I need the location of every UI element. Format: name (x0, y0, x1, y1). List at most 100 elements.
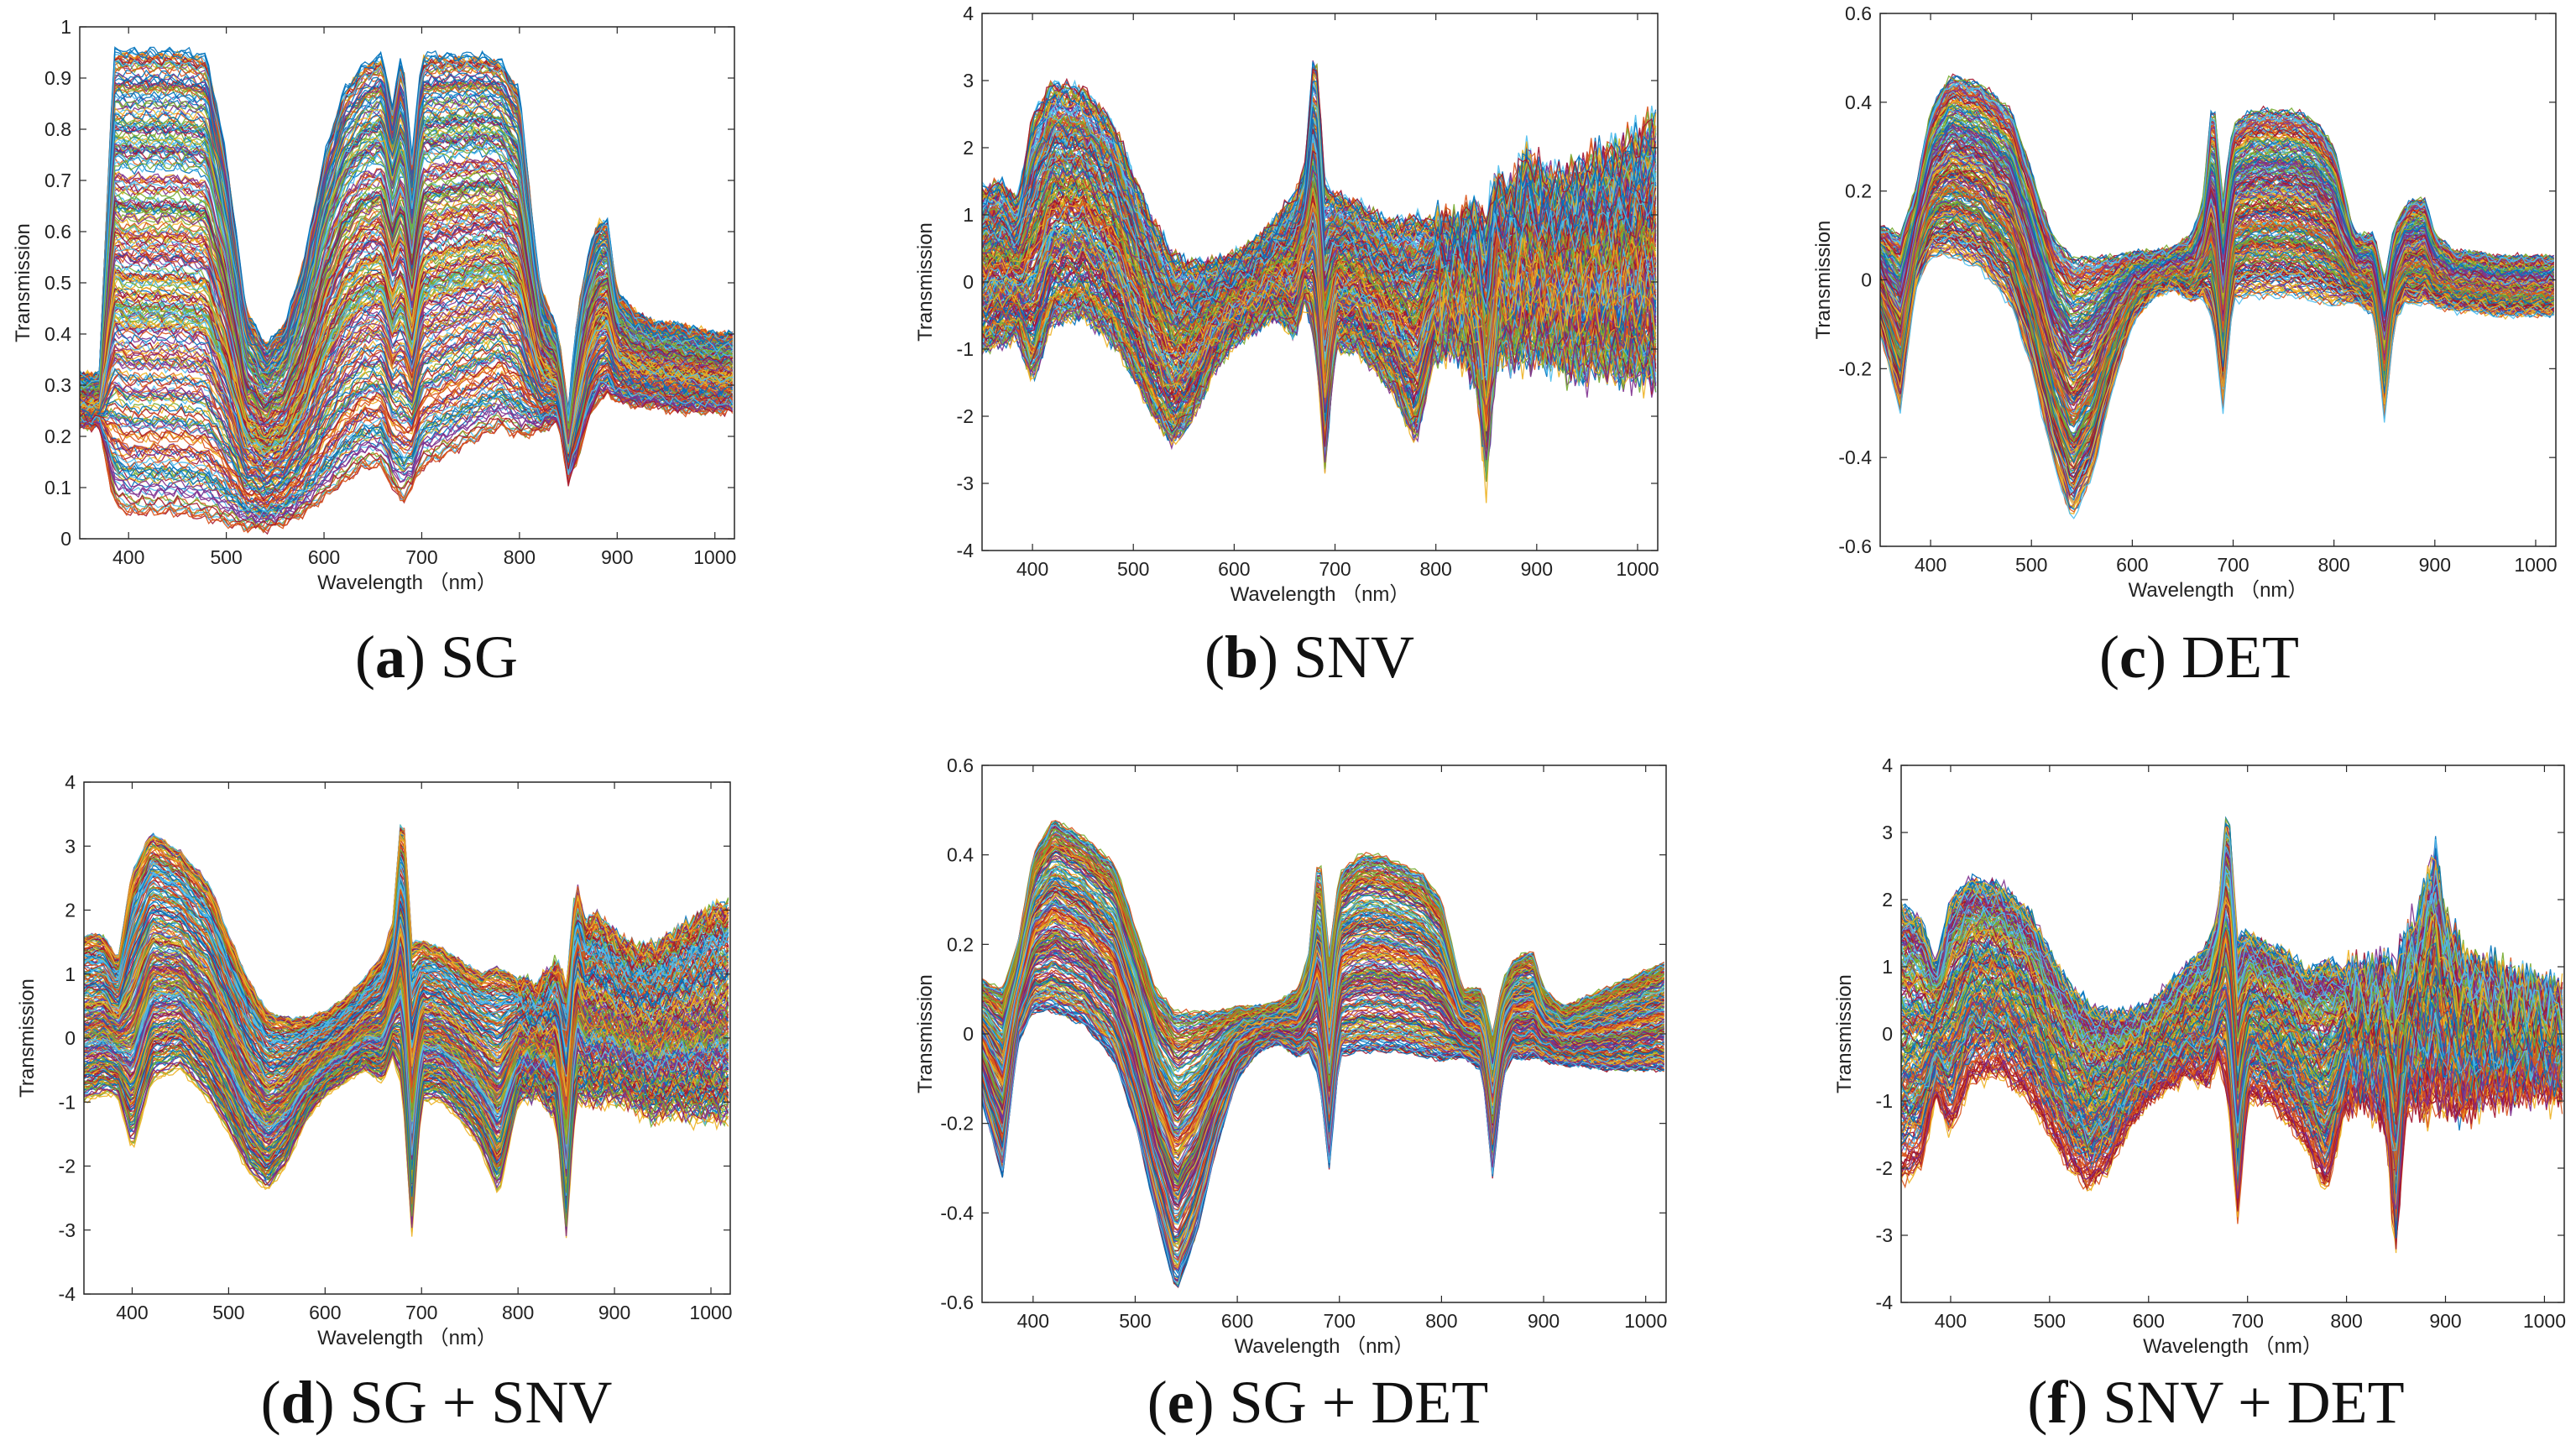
y-tick-label: 0 (1861, 269, 1872, 291)
y-tick-label: -0.6 (940, 1292, 974, 1313)
series-group (1880, 74, 2554, 519)
chart-b: 400 500 600 700 800 900 1000-4-3-2-101234Wavel… (898, 0, 1679, 621)
y-tick-label: 4 (65, 771, 76, 793)
y-tick-label: 3 (1882, 822, 1893, 843)
y-tick-label: 1 (60, 16, 71, 38)
y-tick-label: -2 (1876, 1157, 1893, 1179)
y-tick-label: 0.3 (44, 374, 71, 396)
caption-a: (a) SG (168, 623, 705, 692)
y-tick-label: 0.4 (1845, 91, 1872, 113)
x-tick-label: 1000 (1624, 1310, 1667, 1332)
x-tick-label: 700 (1319, 558, 1351, 580)
y-tick-label: 0.2 (44, 425, 71, 447)
series-group (84, 825, 729, 1238)
panel-f: 400 500 600 700 800 900 1000 -4 -3 -2 -1 0 1 2 3 4 Wavel… (1821, 738, 2576, 1359)
y-tick-label: -1 (957, 338, 974, 360)
y-tick-label: 1 (1882, 956, 1893, 978)
x-tick-label: 800 (1419, 558, 1451, 580)
y-tick-label: 0.6 (947, 754, 974, 776)
y-axis-label: Transmission (1833, 974, 1856, 1093)
y-tick-label: -1 (59, 1091, 76, 1113)
x-tick-label: 1000 (2514, 554, 2557, 576)
y-tick-label: 0.7 (44, 170, 71, 191)
panel-d: 400 500 600 700 800 900 1000 -4 -3 -2 -1 0 1 2 3 4 Wavel… (0, 747, 755, 1351)
y-tick-label: -1 (1876, 1090, 1893, 1112)
y-tick-label: 0.6 (1845, 3, 1872, 24)
x-tick-label: 400 (1016, 558, 1048, 580)
x-tick-label: 1000 (693, 546, 736, 568)
x-tick-label: 900 (601, 546, 633, 568)
y-axis-label: Transmission (914, 222, 937, 342)
x-tick-label: 600 (2116, 554, 2148, 576)
y-tick-label: 0.8 (44, 118, 71, 140)
x-tick-label: 400 (1915, 554, 1946, 576)
y-tick-label: -0.2 (940, 1113, 974, 1135)
y-tick-label: 0 (60, 528, 71, 550)
chart-f: 400 500 600 700 800 900 1000-4-3-2-101234Wavel… (1821, 738, 2576, 1359)
x-axis-label: Wavelength （nm） (1235, 1335, 1414, 1358)
x-tick-label: 600 (308, 546, 340, 568)
panel-b: 400 500 600 700 800 900 1000 -4 -3 -2 -1 0 1 2 3 4 Wavel… (898, 0, 1679, 621)
y-tick-label: 0.4 (947, 844, 974, 866)
x-tick-label: 800 (1425, 1310, 1457, 1332)
y-tick-label: 0 (963, 271, 974, 293)
chart-a: 400 500 600 700 800 900 100000.10.20.30.40.50.… (0, 0, 755, 604)
x-tick-label: 500 (1117, 558, 1149, 580)
x-tick-label: 900 (598, 1302, 630, 1323)
x-tick-label: 400 (112, 546, 144, 568)
x-tick-label: 500 (212, 1302, 244, 1323)
y-tick-label: 1 (65, 963, 76, 985)
panel-a: 400 500 600 700 800 900 1000 0 0.1 0.2 0.3 0.4 0.5 0.… (0, 0, 755, 604)
x-tick-label: 700 (2231, 1310, 2263, 1332)
chart-d: 400 500 600 700 800 900 1000-4-3-2-101234Wavel… (0, 747, 755, 1351)
y-tick-label: 0 (1882, 1023, 1893, 1045)
caption-b: (b) SNV (1041, 623, 1578, 692)
caption-f: (f) SNV + DET (1905, 1368, 2526, 1438)
y-axis-label: Transmission (1812, 221, 1835, 340)
series-group (982, 60, 1656, 503)
y-tick-label: -0.4 (1838, 446, 1872, 468)
y-tick-label: 0.5 (44, 272, 71, 294)
y-axis-label: Transmission (914, 974, 937, 1093)
y-tick-label: 0.2 (1845, 180, 1872, 202)
x-tick-label: 900 (2429, 1310, 2461, 1332)
y-tick-label: 4 (1882, 754, 1893, 776)
chart-c: 400 500 600 700 800 900 1000-0.6-0.4-0.200.20.… (1788, 0, 2576, 621)
x-tick-label: 500 (2034, 1310, 2066, 1332)
y-tick-label: 1 (963, 204, 974, 226)
y-tick-label: -2 (59, 1156, 76, 1177)
x-axis-label: Wavelength （nm） (2143, 1335, 2323, 1358)
y-tick-label: -4 (957, 540, 974, 561)
x-tick-label: 800 (2330, 1310, 2362, 1332)
x-axis-label: Wavelength （nm） (1231, 583, 1410, 606)
x-axis-label: Wavelength （nm） (317, 571, 497, 594)
x-tick-label: 700 (405, 546, 437, 568)
chart-e: 400 500 600 700 800 900 1000-0.6-0.4-0.200.20.… (890, 738, 1687, 1359)
x-tick-label: 600 (1221, 1310, 1253, 1332)
x-tick-label: 800 (502, 1302, 534, 1323)
y-tick-label: -4 (59, 1283, 76, 1305)
x-tick-label: 600 (2133, 1310, 2165, 1332)
series-group (1901, 818, 2563, 1254)
y-axis-label: Transmission (16, 978, 39, 1098)
panel-e: 400 500 600 700 800 900 1000 -0.6 -0.4 -0.2 0 0.2 0.… (890, 738, 1687, 1359)
x-tick-label: 900 (1528, 1310, 1560, 1332)
caption-c: (c) DET (1931, 623, 2468, 692)
y-tick-label: 2 (963, 137, 974, 159)
x-tick-label: 700 (2217, 554, 2249, 576)
x-tick-label: 1000 (1616, 558, 1659, 580)
y-tick-label: -3 (59, 1219, 76, 1241)
x-tick-label: 800 (504, 546, 536, 568)
y-tick-label: -0.6 (1838, 535, 1872, 557)
x-tick-label: 1000 (689, 1302, 732, 1323)
y-tick-label: 0.9 (44, 67, 71, 89)
x-tick-label: 700 (1324, 1310, 1356, 1332)
y-tick-label: 0 (963, 1023, 974, 1045)
x-tick-label: 700 (405, 1302, 437, 1323)
x-tick-label: 600 (309, 1302, 341, 1323)
y-axis-label: Transmission (12, 223, 34, 342)
caption-e: (e) SG + DET (1007, 1368, 1628, 1438)
x-tick-label: 400 (116, 1302, 148, 1323)
x-tick-label: 900 (2419, 554, 2451, 576)
y-tick-label: 0.4 (44, 323, 71, 345)
